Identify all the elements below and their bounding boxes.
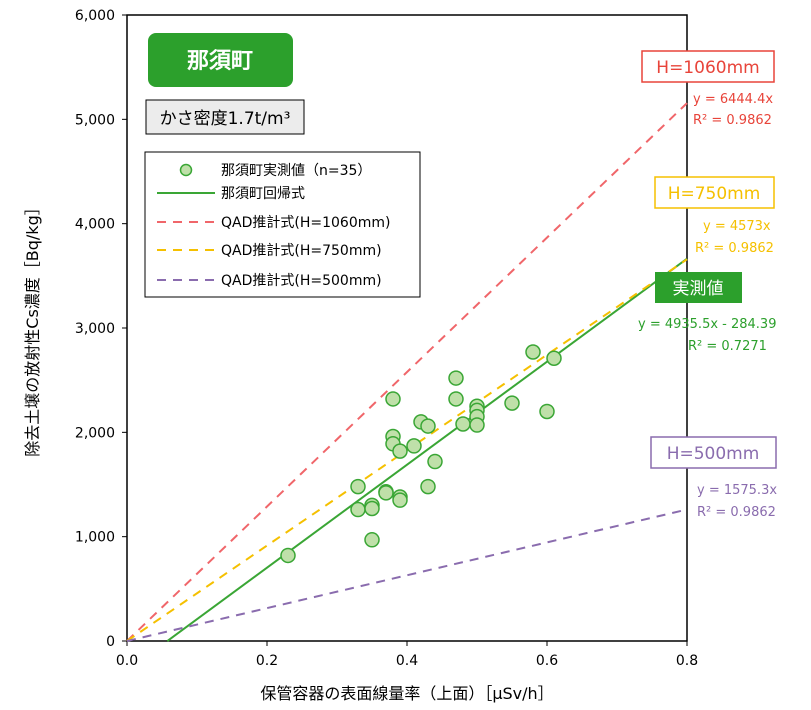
title-box	[148, 33, 293, 87]
data-point	[504, 395, 520, 411]
data-point	[420, 478, 436, 495]
y-tick-label: 2,000	[75, 425, 115, 441]
data-point	[448, 370, 464, 386]
h750-box	[654, 176, 775, 209]
data-point	[525, 344, 541, 360]
data-point	[350, 478, 366, 495]
scatter-points	[280, 344, 562, 564]
h500-r2: R² = 0.9862	[697, 505, 776, 520]
data-point	[420, 418, 436, 434]
series-line-h1060	[126, 102, 688, 642]
y-tick-label: 6,000	[75, 8, 115, 24]
data-point	[546, 350, 562, 367]
measured-r2: R² = 0.7271	[688, 339, 767, 354]
h1060-equation: y = 6444.4x	[693, 92, 773, 107]
y-tick-label: 4,000	[75, 217, 115, 233]
density-box	[145, 99, 305, 135]
data-point	[280, 547, 296, 564]
y-axis-ticks: 0 1,000 2,000 3,000 4,000 5,000 6,000	[75, 8, 127, 650]
legend-label-h750: QAD推計式(H=750mm)	[221, 243, 382, 259]
legend-marker-measured	[179, 163, 193, 177]
data-point	[364, 500, 380, 517]
x-tick-label: 0.6	[536, 653, 558, 669]
data-point	[448, 391, 464, 407]
x-axis-ticks: 0.0 0.2 0.4 0.6 0.8	[116, 641, 698, 669]
x-axis-title: 保管容器の表面線量率（上面）［μSv/h］	[260, 684, 553, 703]
h500-box-label: H=500mm	[667, 444, 760, 464]
data-point	[406, 438, 422, 454]
legend-label-regression: 那須町回帰式	[221, 185, 305, 202]
h1060-box	[641, 50, 775, 83]
h500-box	[650, 436, 777, 469]
legend-label-measured: 那須町実測値（n=35）	[221, 163, 371, 179]
x-tick-label: 0.2	[256, 653, 278, 669]
data-point	[364, 532, 380, 548]
h750-equation: y = 4573x	[703, 219, 771, 234]
legend	[144, 151, 421, 298]
h750-r2: R² = 0.9862	[695, 241, 774, 256]
data-point	[385, 391, 401, 407]
data-point	[469, 417, 485, 433]
y-tick-label: 0	[106, 634, 115, 650]
measured-equation: y = 4935.5x - 284.39	[638, 317, 776, 332]
data-point	[539, 403, 555, 420]
h1060-box-label: H=1060mm	[656, 58, 759, 78]
h1060-r2: R² = 0.9862	[693, 113, 772, 128]
h500-equation: y = 1575.3x	[697, 483, 777, 498]
x-tick-label: 0.0	[116, 653, 138, 669]
x-tick-label: 0.4	[396, 653, 418, 669]
y-tick-label: 5,000	[75, 112, 115, 128]
data-point	[455, 416, 471, 432]
series-line-regression	[166, 257, 688, 642]
legend-label-h1060: QAD推計式(H=1060mm)	[221, 215, 390, 231]
h750-box-label: H=750mm	[668, 184, 761, 204]
data-point	[427, 453, 443, 470]
data-point	[350, 501, 366, 518]
y-tick-label: 1,000	[75, 530, 115, 546]
legend-label-h500: QAD推計式(H=500mm)	[221, 273, 382, 289]
title-box-label: 那須町	[187, 49, 253, 74]
x-tick-label: 0.8	[676, 653, 698, 669]
data-point	[378, 485, 394, 501]
data-point	[392, 443, 408, 459]
measured-box	[655, 272, 742, 303]
density-label: かさ密度1.7t/m³	[160, 109, 291, 129]
data-point	[392, 492, 408, 508]
measured-box-label: 実測値	[673, 279, 724, 299]
y-tick-label: 3,000	[75, 321, 115, 337]
y-axis-title: 除去土壌の放射性Cs濃度［Bq/kg］	[23, 199, 42, 456]
